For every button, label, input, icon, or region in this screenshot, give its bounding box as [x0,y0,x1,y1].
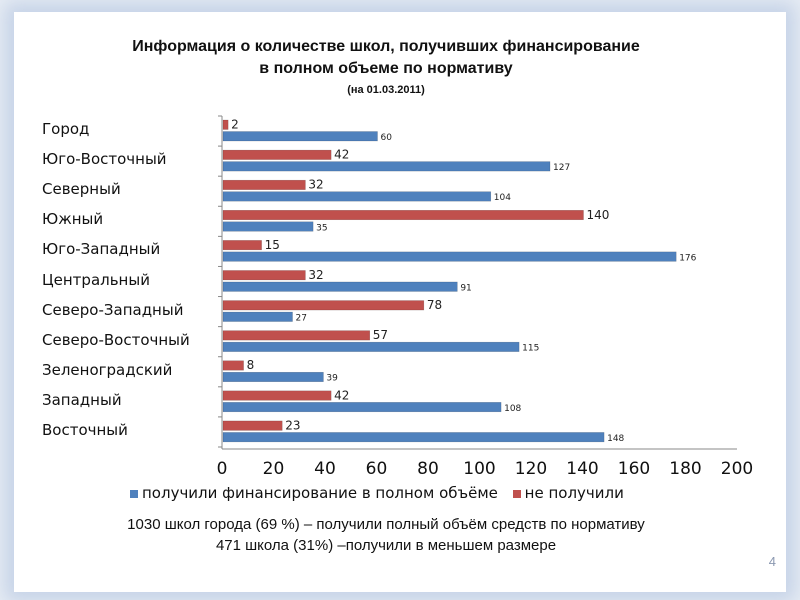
summary-note-1: 1030 школ города (69 %) – получили полны… [127,516,645,533]
category-label: Южный [42,210,104,229]
bar-full [222,191,492,202]
data-label: 27 [296,314,307,324]
data-label: 32 [308,268,323,282]
category-label: Город [42,120,90,139]
bar-not [222,179,306,190]
data-label: 23 [285,418,300,432]
bar-full [222,402,502,413]
category-label: Северо-Восточный [42,330,190,349]
data-label: 127 [553,163,570,173]
bar-not [222,119,229,130]
data-label: 8 [247,358,255,372]
bar-full [222,131,378,142]
category-label: Юго-Восточный [42,150,167,169]
chart-title: Информация о количестве школ, получивших… [132,38,640,55]
data-label: 32 [308,178,323,192]
data-label: 176 [679,253,696,263]
legend-label-not: не получили [524,484,624,502]
data-label: 2 [231,118,239,132]
data-label: 39 [326,374,338,384]
bar-full [222,341,520,352]
legend-swatch-not [512,489,521,498]
x-tick-label: 80 [417,459,439,479]
x-tick-label: 20 [263,459,285,479]
x-tick-label: 180 [669,459,701,479]
x-tick-label: 100 [463,459,495,479]
category-label: Юго-Западный [42,240,161,259]
legend: получили финансирование в полном объёме … [130,484,624,502]
data-label: 104 [494,193,511,203]
data-label: 140 [587,208,610,222]
category-label: Центральный [42,270,150,289]
x-tick-label: 60 [366,459,388,479]
bar-not [222,420,283,431]
data-label: 15 [265,238,280,252]
bar-full [222,161,551,172]
data-label: 108 [504,404,521,414]
bar-full [222,371,324,382]
data-label: 42 [334,148,349,162]
data-label: 60 [381,133,393,143]
data-label: 78 [427,298,442,312]
data-label: 115 [522,344,539,354]
data-label: 91 [460,283,471,293]
data-label: 57 [373,328,388,342]
data-label: 42 [334,388,349,402]
x-tick-label: 140 [566,459,598,479]
bar-full [222,311,293,322]
bar-not [222,149,332,160]
data-label: 35 [316,223,327,233]
legend-swatch-full [130,489,138,498]
x-tick-label: 160 [618,459,650,479]
bar-full [222,221,314,232]
x-tick-label: 200 [721,459,753,479]
page-number: 4 [768,554,776,569]
category-label: Северный [42,180,121,199]
x-tick-label: 120 [515,459,547,479]
legend-label-full: получили финансирование в полном объёме [142,484,498,502]
chart-subtitle: (на 01.03.2011) [347,84,425,96]
data-label: 148 [607,434,624,444]
x-tick-label: 40 [314,459,336,479]
bar-not [222,330,371,341]
bar-not [222,240,262,251]
category-label: Западный [42,390,122,409]
bar-not [222,360,244,371]
bar-not [222,300,425,311]
bar-not [222,210,584,221]
bar-full [222,432,605,443]
bar-not [222,270,306,281]
summary-note-2: 471 школа (31%) –получили в меньшем разм… [215,537,557,554]
category-label: Восточный [42,420,128,439]
category-label: Зеленоградский [42,360,173,379]
bar-full [222,251,677,262]
chart-title-line2: в полном объеме по нормативу [259,60,513,77]
bar-full [222,281,458,292]
bar-not [222,390,332,401]
category-label: Северо-Западный [42,300,184,319]
x-tick-label: 0 [217,459,228,479]
